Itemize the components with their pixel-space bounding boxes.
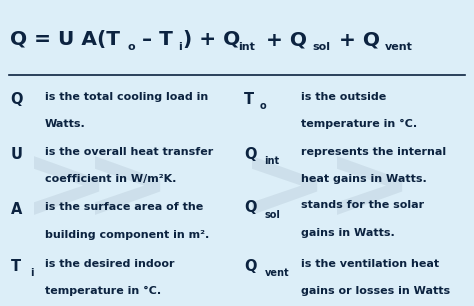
Text: vent: vent [264, 268, 289, 278]
Text: gains or losses in Watts: gains or losses in Watts [301, 286, 450, 296]
Text: Q: Q [244, 259, 256, 274]
Text: i: i [30, 268, 33, 278]
Text: is the ventilation heat: is the ventilation heat [301, 259, 439, 269]
Text: sol: sol [264, 210, 280, 220]
Text: Q: Q [244, 147, 256, 162]
Text: – T: – T [135, 30, 173, 49]
Text: int: int [238, 42, 255, 51]
Text: stands for the solar: stands for the solar [301, 200, 424, 211]
Text: + Q: + Q [259, 30, 307, 49]
Text: gains in Watts.: gains in Watts. [301, 228, 395, 238]
Text: vent: vent [385, 42, 413, 51]
Text: o: o [127, 42, 135, 51]
Text: U: U [10, 147, 22, 162]
Text: building component in m².: building component in m². [45, 230, 210, 240]
Text: heat gains in Watts.: heat gains in Watts. [301, 174, 427, 185]
Text: ) + Q: ) + Q [183, 30, 240, 49]
Text: is the overall heat transfer: is the overall heat transfer [45, 147, 213, 157]
Text: >: > [84, 139, 172, 240]
Text: o: o [259, 101, 266, 111]
Text: >: > [23, 139, 110, 240]
Text: is the desired indoor: is the desired indoor [45, 259, 174, 269]
Text: + Q: + Q [332, 30, 380, 49]
Text: >: > [326, 139, 413, 240]
Text: Q = U A(T: Q = U A(T [10, 30, 120, 49]
Text: int: int [264, 156, 280, 166]
Text: is the total cooling load in: is the total cooling load in [45, 92, 208, 102]
Text: Watts.: Watts. [45, 119, 86, 129]
Text: sol: sol [313, 42, 331, 51]
Text: >: > [241, 139, 328, 240]
Text: is the outside: is the outside [301, 92, 386, 102]
Text: represents the internal: represents the internal [301, 147, 446, 157]
Text: i: i [178, 42, 182, 51]
Text: is the surface area of the: is the surface area of the [45, 202, 203, 212]
Text: temperature in °C.: temperature in °C. [301, 119, 417, 129]
Text: temperature in °C.: temperature in °C. [45, 286, 161, 296]
Text: T: T [244, 92, 254, 107]
Text: Q: Q [10, 92, 23, 107]
Text: T: T [10, 259, 20, 274]
Text: coefficient in W/m²K.: coefficient in W/m²K. [45, 174, 176, 185]
Text: A: A [10, 202, 22, 217]
Text: Q: Q [244, 200, 256, 215]
